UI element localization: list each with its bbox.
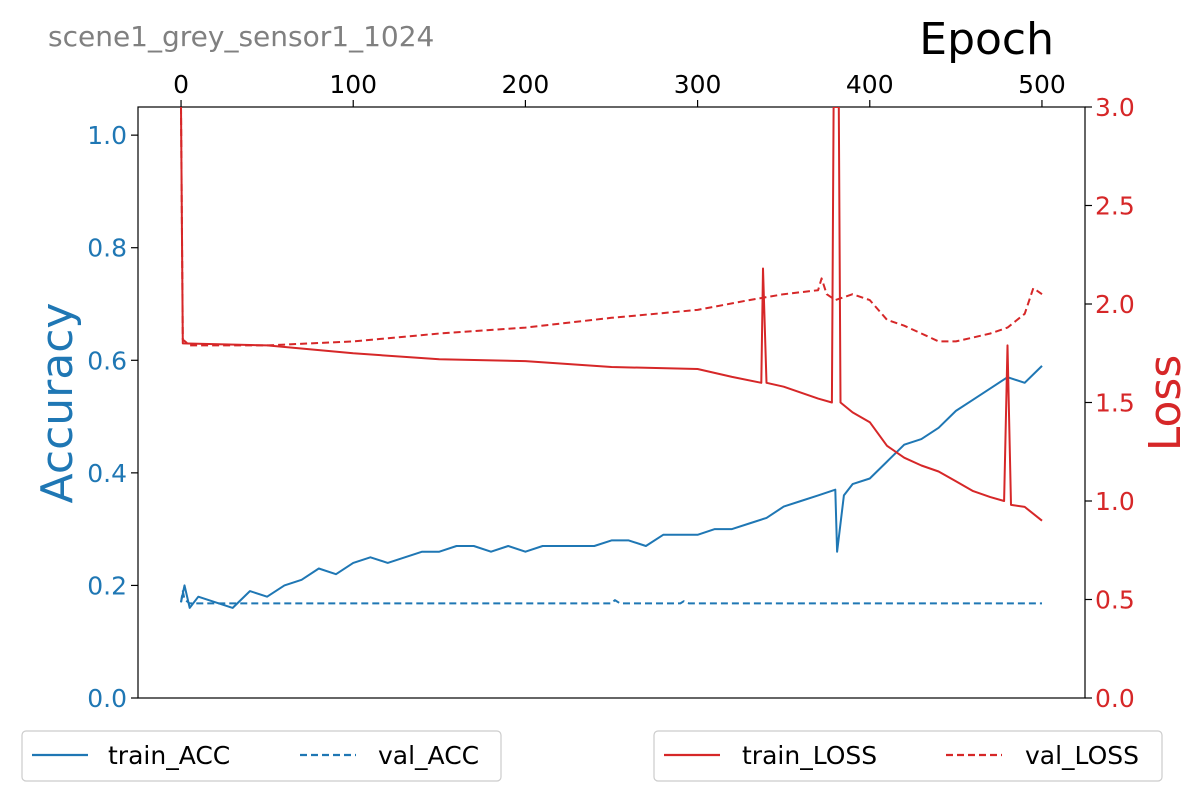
x-tick-label: 0 [173, 70, 189, 99]
legend-train-acc-label: train_ACC [108, 741, 230, 770]
chart-subtitle: scene1_grey_sensor1_1024 [48, 20, 434, 53]
series-layer [180, 107, 1043, 609]
y-left-tick-label: 0.2 [87, 571, 127, 600]
y-right-tick-label: 3.0 [1095, 93, 1135, 122]
y-right-axis-ticks: 0.0 0.5 1.0 1.5 2.0 2.5 3.0 [1085, 93, 1135, 713]
x-tick-label: 300 [674, 70, 722, 99]
y-left-tick-label: 1.0 [87, 121, 127, 150]
x-tick-label: 100 [329, 70, 377, 99]
legend-right-frame [653, 730, 1163, 782]
series-line-val-acc [180, 590, 1042, 605]
legend-left: train_ACC val_ACC [21, 730, 502, 782]
y-right-tick-label: 2.0 [1095, 290, 1135, 319]
legend-train-loss-label: train_LOSS [742, 741, 877, 770]
plot-area [137, 106, 1086, 699]
y-right-tick-label: 1.5 [1095, 389, 1135, 418]
legend-right: train_LOSS val_LOSS [653, 730, 1163, 782]
y-right-tick-label: 2.5 [1095, 192, 1135, 221]
x-axis-ticks: 0 100 200 300 400 500 [173, 70, 1066, 107]
y-left-axis-ticks: 0.0 0.2 0.4 0.6 0.8 1.0 [87, 121, 138, 713]
x-axis-title: Epoch [919, 14, 1054, 65]
x-tick-label: 400 [846, 70, 894, 99]
x-tick-label: 200 [502, 70, 550, 99]
y-right-axis-title: Loss [1140, 355, 1191, 452]
legend-left-frame [21, 730, 502, 782]
y-right-tick-label: 0.0 [1095, 684, 1135, 713]
x-tick-label: 500 [1018, 70, 1066, 99]
y-left-tick-label: 0.4 [87, 459, 127, 488]
y-left-tick-label: 0.8 [87, 234, 127, 263]
legend-val-acc-label: val_ACC [378, 741, 479, 770]
y-left-axis-title: Accuracy [32, 303, 83, 504]
y-right-tick-label: 0.5 [1095, 586, 1135, 615]
series-line-train-acc [180, 365, 1043, 609]
y-right-tick-label: 1.0 [1095, 487, 1135, 516]
series-line-train-loss [180, 107, 1043, 522]
legend-val-loss-label: val_LOSS [1025, 741, 1139, 770]
series-line-val-loss [180, 107, 1043, 347]
y-left-tick-label: 0.0 [87, 684, 127, 713]
y-left-tick-label: 0.6 [87, 346, 127, 375]
